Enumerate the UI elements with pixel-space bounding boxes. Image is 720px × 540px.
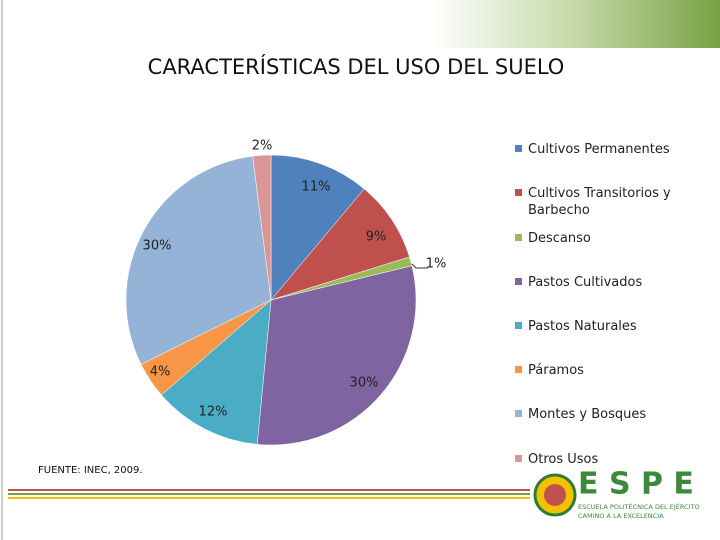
footer-stripes (8, 489, 530, 499)
legend-swatch (515, 322, 522, 329)
data-label: 30% (143, 239, 172, 254)
data-label: 4% (150, 365, 171, 380)
legend-label: Descanso (528, 231, 591, 246)
pie-slice (256, 265, 417, 446)
legend-swatch (515, 366, 522, 373)
pie-slice (270, 154, 365, 301)
data-label: 11% (302, 180, 331, 195)
chart-title: CARACTERÍSTICAS DEL USO DEL SUELO (148, 54, 565, 79)
legend-label: Montes y Bosques (528, 407, 647, 422)
data-label: 2% (252, 139, 273, 154)
legend-label: Pastos Naturales (528, 319, 637, 334)
legend-swatch (515, 278, 522, 285)
data-label: 1% (426, 257, 447, 272)
legend-label: Otros Usos (528, 452, 599, 467)
legend-label: Páramos (528, 363, 584, 378)
logo-line: ESCUELA POLITÉCNICA DEL EJÉRCITO (578, 502, 700, 511)
header-band (430, 0, 720, 48)
pie-slice (125, 155, 272, 365)
legend-item: Descanso (515, 230, 680, 247)
legend-item: Pastos Cultivados (515, 274, 680, 291)
pie-slice (270, 188, 410, 301)
legend-swatch (515, 410, 522, 417)
logo-line: CAMINO A LA EXCELENCIA (578, 512, 664, 520)
logo-emblem (533, 473, 577, 517)
data-label: 9% (366, 230, 387, 245)
legend-swatch (515, 455, 522, 462)
legend-swatch (515, 145, 522, 152)
legend-swatch (515, 189, 522, 196)
legend-label: Pastos Cultivados (528, 275, 643, 290)
legend-item: Cultivos Transitorios y Barbecho (515, 185, 680, 219)
data-label: 12% (199, 405, 228, 420)
pie-slice (161, 299, 272, 445)
legend-item: Pastos Naturales (515, 318, 680, 335)
pie-slice (252, 154, 272, 301)
legend-swatch (515, 234, 522, 241)
legend-item: Montes y Bosques (515, 406, 680, 423)
legend-item: Páramos (515, 362, 680, 379)
leader-line (411, 263, 428, 269)
legend-item: Otros Usos (515, 451, 680, 468)
logo-name: E S P E (578, 467, 694, 502)
source-note: FUENTE: INEC, 2009. (38, 465, 143, 476)
legend-item: Cultivos Permanentes (515, 141, 680, 158)
legend-label: Cultivos Transitorios y Barbecho (528, 186, 671, 218)
data-label: 30% (350, 376, 379, 391)
legend-label: Cultivos Permanentes (528, 142, 670, 157)
